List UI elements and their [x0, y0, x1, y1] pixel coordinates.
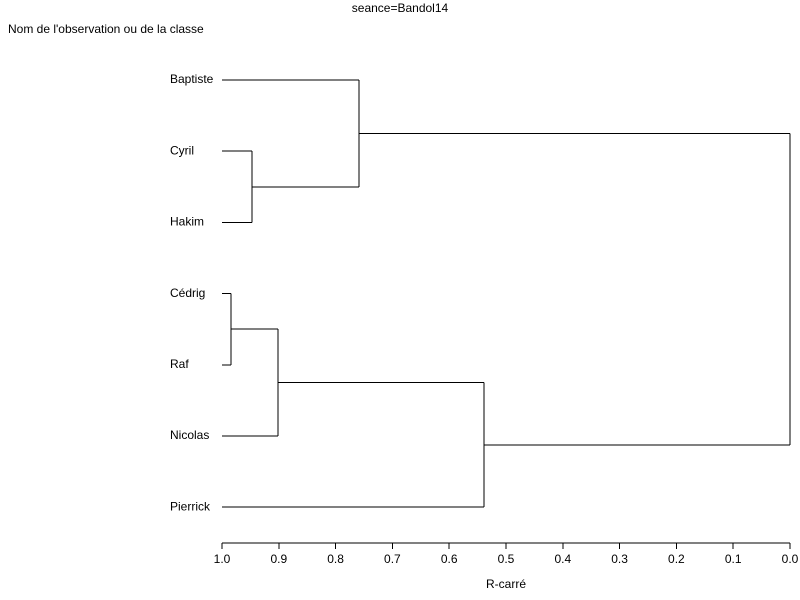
leaf-label: Nicolas: [170, 428, 209, 442]
leaf-label: Pierrick: [170, 499, 211, 513]
y-axis-label: Nom de l'observation ou de la classe: [8, 22, 204, 36]
leaf-label: Raf: [170, 357, 189, 371]
x-tick-label: 0.7: [384, 552, 401, 566]
x-tick-label: 0.0: [782, 552, 799, 566]
x-tick-label: 0.9: [270, 552, 287, 566]
x-axis-label: R-carré: [486, 577, 526, 591]
x-tick-label: 0.2: [668, 552, 685, 566]
leaf-label: Cédrig: [170, 286, 205, 300]
leaf-label: Cyril: [170, 143, 194, 157]
x-tick-label: 1.0: [214, 552, 231, 566]
x-tick-label: 0.1: [725, 552, 742, 566]
x-tick-label: 0.5: [498, 552, 515, 566]
x-tick-label: 0.6: [441, 552, 458, 566]
leaf-label: Hakim: [170, 215, 204, 229]
x-tick-label: 0.3: [611, 552, 628, 566]
x-tick-label: 0.4: [554, 552, 571, 566]
x-tick-label: 0.8: [327, 552, 344, 566]
leaf-label: Baptiste: [170, 72, 214, 86]
chart-title: seance=Bandol14: [352, 1, 449, 15]
